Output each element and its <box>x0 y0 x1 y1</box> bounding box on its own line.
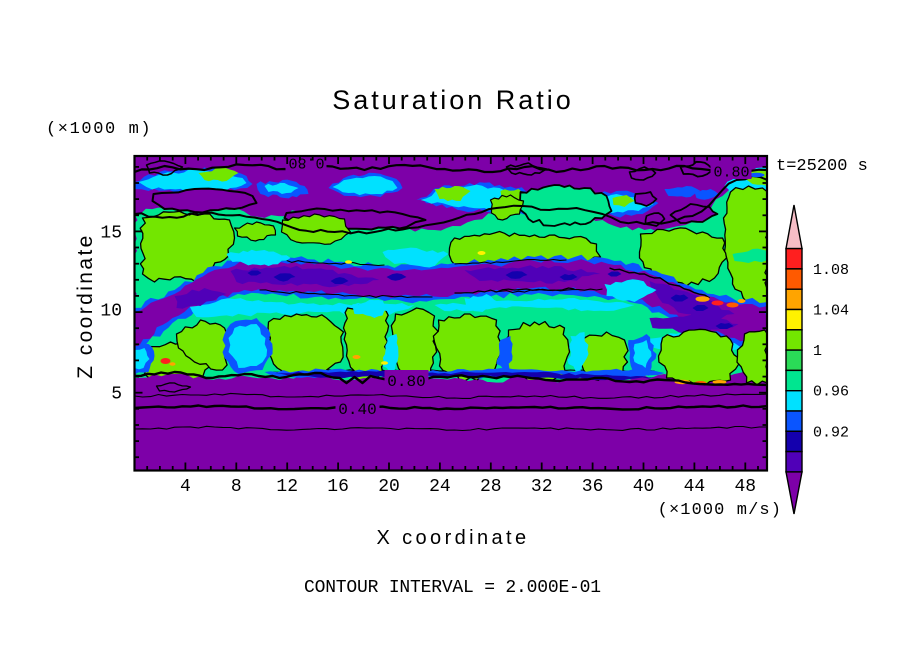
svg-text:Z coordinate: Z coordinate <box>74 233 97 379</box>
svg-text:0.92: 0.92 <box>813 424 849 441</box>
svg-text:24: 24 <box>429 477 451 497</box>
svg-text:36: 36 <box>582 477 604 497</box>
svg-text:28: 28 <box>480 477 502 497</box>
svg-text:(×1000 m): (×1000 m) <box>46 120 152 139</box>
svg-text:0.80: 0.80 <box>387 373 425 391</box>
svg-text:16: 16 <box>327 477 349 497</box>
svg-text:0.80: 0.80 <box>288 154 324 171</box>
svg-text:32: 32 <box>531 477 553 497</box>
svg-text:X coordinate: X coordinate <box>376 527 529 549</box>
svg-text:44: 44 <box>684 477 706 497</box>
svg-text:0.80: 0.80 <box>713 164 749 181</box>
svg-text:t=25200 s: t=25200 s <box>776 157 868 176</box>
svg-text:1: 1 <box>813 343 822 360</box>
svg-text:CONTOUR INTERVAL = 2.000E-01: CONTOUR INTERVAL = 2.000E-01 <box>304 578 601 598</box>
svg-text:20: 20 <box>378 477 400 497</box>
svg-text:10: 10 <box>100 302 122 322</box>
svg-text:48: 48 <box>734 477 756 497</box>
svg-text:1.08: 1.08 <box>813 262 849 279</box>
svg-text:5: 5 <box>111 385 122 405</box>
svg-text:4: 4 <box>180 477 191 497</box>
svg-text:15: 15 <box>100 224 122 244</box>
svg-text:Saturation Ratio: Saturation Ratio <box>332 85 574 115</box>
svg-text:0.40: 0.40 <box>338 401 376 419</box>
svg-text:12: 12 <box>276 477 298 497</box>
svg-text:8: 8 <box>231 477 242 497</box>
svg-text:1.04: 1.04 <box>813 303 849 320</box>
svg-text:0.96: 0.96 <box>813 384 849 401</box>
svg-text:(×1000 m/s): (×1000 m/s) <box>658 501 782 520</box>
svg-text:40: 40 <box>633 477 655 497</box>
